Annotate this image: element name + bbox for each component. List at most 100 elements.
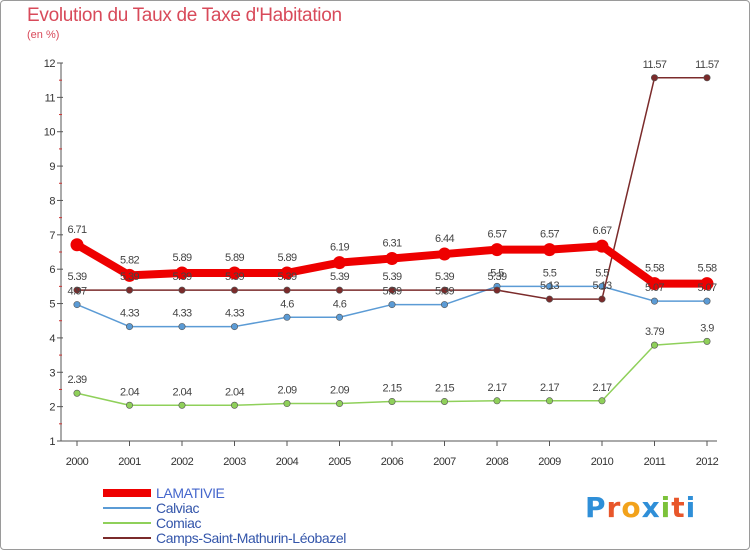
legend-label: Camps-Saint-Mathurin-Léobazel: [156, 530, 346, 546]
brand-letter: r: [606, 491, 622, 524]
data-point: [178, 323, 186, 331]
data-label: 6.44: [435, 233, 454, 245]
data-point: [700, 277, 714, 291]
data-point: [283, 313, 291, 321]
data-label: 3.9: [700, 322, 714, 334]
data-point: [598, 397, 606, 405]
data-label: 6.71: [67, 224, 86, 236]
data-point: [490, 243, 504, 257]
data-point: [333, 256, 346, 270]
data-point: [650, 74, 658, 82]
data-label: 5.39: [172, 271, 191, 283]
data-point: [175, 266, 189, 280]
y-tick-label: 4: [49, 333, 55, 345]
x-tick-label: 2008: [486, 456, 509, 468]
data-label: 6.67: [592, 225, 611, 237]
x-tick-label: 2010: [591, 456, 614, 468]
brand-logo: Proxiti: [585, 491, 696, 524]
brand-letter: o: [621, 491, 642, 524]
data-label: 4.6: [333, 298, 347, 310]
data-point: [335, 313, 343, 321]
data-point: [335, 400, 343, 408]
data-point: [73, 301, 81, 309]
series-line-camps-saint-mathurin-l-obazel: [76, 77, 708, 300]
data-label: 6.57: [540, 229, 559, 241]
legend-label: Comiac: [156, 515, 201, 531]
legend: LAMATIVIECalviacComiacCamps-Saint-Mathur…: [103, 485, 347, 546]
data-point: [440, 301, 448, 309]
y-tick-label: 5: [49, 299, 55, 311]
data-label: 5.39: [67, 271, 86, 283]
y-tick-label: 9: [49, 161, 55, 173]
data-label: 4.33: [120, 308, 139, 320]
data-label: 6.19: [330, 242, 349, 254]
data-point: [493, 286, 501, 294]
brand-letter: x: [641, 491, 661, 524]
data-label: 5.39: [225, 271, 244, 283]
data-point: [280, 266, 294, 280]
x-tick-label: 2007: [433, 456, 456, 468]
data-label: 5.39: [120, 271, 139, 283]
y-tick-label: 11: [45, 92, 56, 104]
data-point: [703, 74, 711, 82]
data-label: 2.17: [540, 382, 559, 394]
y-tick-label: 2: [49, 402, 55, 414]
data-point: [595, 239, 609, 253]
x-tick-label: 2011: [644, 456, 666, 468]
x-tick-label: 2009: [538, 456, 561, 468]
y-tick-label: 6: [49, 264, 55, 276]
data-label: 2.17: [487, 382, 506, 394]
data-label: 4.33: [225, 308, 244, 320]
legend-label: Calviac: [156, 500, 200, 516]
data-label: 2.15: [382, 382, 401, 394]
data-point: [545, 397, 553, 405]
y-tick-label: 7: [49, 230, 55, 242]
data-label: 4.6: [280, 298, 294, 310]
data-label: 2.04: [225, 386, 244, 398]
data-point: [178, 401, 186, 409]
data-label: 5.89: [172, 252, 191, 264]
chart-title: Evolution du Taux de Taxe d'Habitation: [27, 5, 342, 26]
data-label: 6.31: [382, 238, 401, 250]
data-point: [543, 243, 556, 257]
x-tick-label: 2001: [118, 456, 141, 468]
data-point: [545, 295, 553, 303]
data-point: [73, 286, 81, 294]
data-label: 4.97: [67, 286, 86, 298]
data-label: 5.5: [543, 267, 557, 279]
data-point: [335, 286, 343, 294]
data-point: [598, 295, 606, 303]
y-tick-label: 3: [49, 367, 55, 379]
data-point: [703, 297, 711, 305]
data-label: 2.39: [67, 374, 86, 386]
data-label: 5.39: [330, 271, 349, 283]
data-point: [650, 297, 658, 305]
x-tick-label: 2005: [328, 456, 351, 468]
data-point: [231, 286, 239, 294]
data-labels: 6.71 5.82 5.89 5.89 5.89 6.19 6.31 6.44 6.57 6.57…: [67, 59, 719, 398]
data-label: 5.5: [490, 267, 504, 279]
y-tick-label: 1: [49, 436, 55, 448]
data-label: 11.57: [695, 59, 719, 71]
data-label: 5.07: [645, 282, 664, 294]
data-label: 3.79: [645, 326, 664, 338]
data-label: 4.33: [172, 308, 191, 320]
x-tick-label: 2012: [696, 456, 719, 468]
data-point: [388, 397, 396, 405]
data-label: 2.17: [592, 382, 611, 394]
data-point: [126, 286, 134, 294]
data-label: 5.39: [487, 271, 506, 283]
x-tick-label: 2003: [223, 456, 246, 468]
data-point: [650, 341, 658, 349]
x-tick-label: 2000: [66, 456, 89, 468]
data-point: [228, 266, 241, 280]
x-tick-label: 2004: [276, 456, 299, 468]
data-label: 5.58: [645, 263, 664, 275]
series-lines: [70, 74, 714, 409]
data-point: [545, 282, 553, 290]
data-label: 5.82: [120, 254, 139, 266]
data-point: [438, 247, 451, 261]
